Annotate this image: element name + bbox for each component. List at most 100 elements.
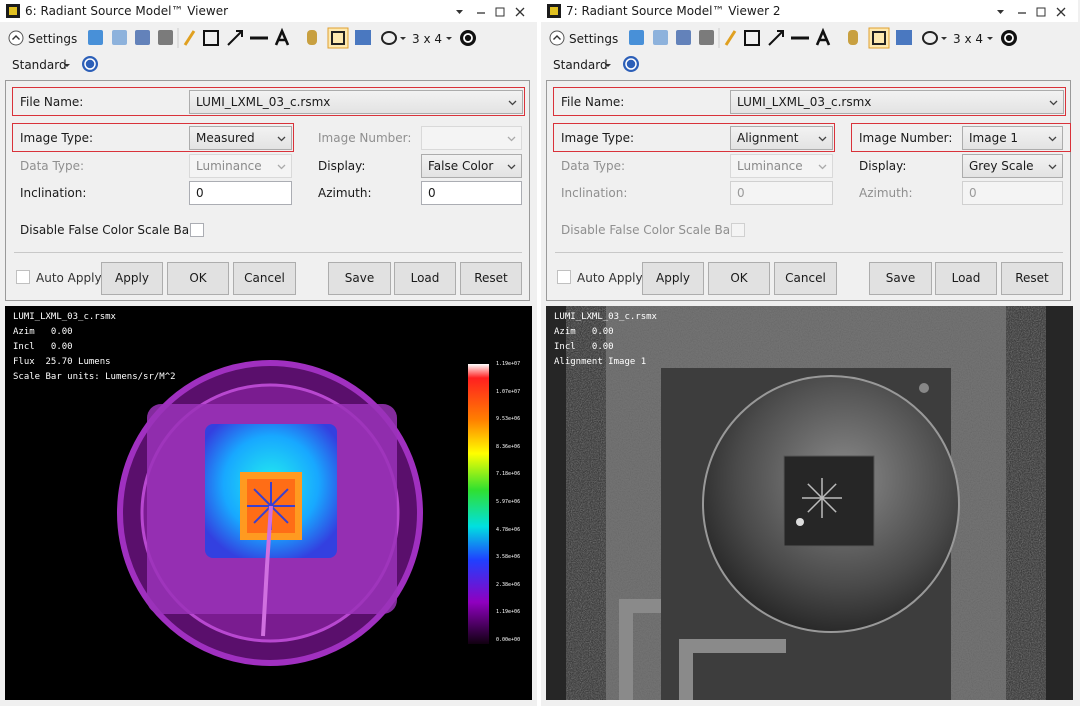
button[interactable]: Save — [328, 262, 391, 295]
caret — [987, 37, 993, 40]
scale-label: 4.78e+06 — [496, 526, 521, 533]
auto-apply-label: Auto Apply — [36, 271, 102, 285]
button[interactable]: Apply — [101, 262, 163, 295]
dropdown — [421, 126, 522, 150]
field-value: Image 1 — [969, 131, 1019, 145]
field-label: Image Type: — [20, 131, 94, 145]
electrode — [253, 505, 272, 524]
app-icon — [6, 4, 20, 18]
text-tool — [274, 27, 290, 46]
chevron — [1049, 100, 1058, 106]
icon-fg — [9, 7, 17, 15]
title-bar — [541, 0, 1078, 22]
help-inner — [84, 58, 96, 70]
auto-apply-checkbox[interactable] — [16, 270, 30, 284]
button[interactable]: Load — [935, 262, 997, 295]
button[interactable]: OK — [167, 262, 229, 295]
tool-icon — [653, 30, 668, 45]
button[interactable]: Reset — [1001, 262, 1063, 295]
maximize — [1036, 7, 1046, 17]
chevron — [1048, 164, 1057, 170]
dropdown[interactable]: Grey Scale — [962, 154, 1063, 178]
chevron — [818, 136, 827, 142]
button[interactable]: Cancel — [233, 262, 296, 295]
text-input: 0 — [962, 181, 1063, 205]
mode-select[interactable]: Standard — [12, 58, 67, 72]
button[interactable]: Save — [869, 262, 932, 295]
tool-icon — [676, 30, 691, 45]
refresh-inner — [463, 33, 473, 43]
settings-label[interactable]: Settings — [28, 32, 78, 46]
tool-icon — [307, 30, 317, 45]
field-label: Display: — [859, 159, 907, 173]
electrode — [270, 505, 289, 524]
checkbox[interactable] — [190, 223, 204, 237]
highlight-box — [851, 123, 1071, 152]
tool-icon — [896, 30, 912, 45]
scale-label: 0.00e+00 — [496, 637, 521, 643]
button[interactable]: OK — [708, 262, 770, 295]
refresh-icon — [460, 30, 476, 46]
refresh-icon — [1001, 30, 1017, 46]
scale-label: 2.38e+06 — [496, 581, 521, 588]
scale-label: 9.53e+06 — [496, 416, 521, 423]
dropdown[interactable]: Alignment — [730, 126, 833, 150]
highlight-box — [553, 123, 835, 152]
rect-tool — [744, 30, 760, 46]
dropdown[interactable]: LUMI_LXML_03_c.rsmx — [189, 90, 523, 114]
tool-icon — [331, 31, 345, 45]
grid-size[interactable]: 3 x 4 — [953, 32, 983, 46]
button[interactable]: Apply — [642, 262, 704, 295]
mode-select[interactable]: Standard — [553, 58, 608, 72]
caret — [446, 37, 452, 40]
grid-size[interactable]: 3 x 4 — [412, 32, 442, 46]
settings-label[interactable]: Settings — [569, 32, 619, 46]
tool-icon — [88, 30, 103, 45]
toolbar-icons — [8, 27, 476, 72]
dropdown[interactable]: LUMI_LXML_03_c.rsmx — [730, 90, 1064, 114]
pad — [919, 383, 929, 393]
tool-icon — [158, 30, 173, 45]
window-buttons — [456, 7, 525, 17]
chevron — [508, 100, 517, 106]
field-value: Grey Scale — [969, 159, 1034, 173]
button[interactable]: Cancel — [774, 262, 837, 295]
field-value: Luminance — [196, 159, 262, 173]
field-label: Disable False Color Scale Bar — [561, 223, 736, 237]
dropdown-arrow — [1048, 164, 1057, 170]
field-label: Inclination: — [20, 186, 87, 200]
settings-caret — [12, 35, 20, 40]
dropdown[interactable]: False Color — [421, 154, 522, 178]
field-value: LUMI_LXML_03_c.rsmx — [737, 95, 872, 109]
chevron — [277, 136, 286, 142]
bond — [796, 518, 804, 526]
tool-icon — [355, 30, 371, 45]
dropdown[interactable]: Image 1 — [962, 126, 1063, 150]
button[interactable]: Reset — [460, 262, 522, 295]
caret — [941, 37, 947, 40]
pencil-tool — [724, 30, 737, 46]
field-value: 0 — [969, 186, 977, 200]
scale-label: 5.97e+06 — [496, 499, 521, 505]
icon-fg — [550, 7, 558, 15]
field-label: File Name: — [20, 95, 84, 109]
app-icon — [547, 4, 561, 18]
tool-icon — [629, 30, 644, 45]
window-title: 6: Radiant Source Model™ Viewer — [25, 4, 229, 18]
tool-icon — [699, 30, 714, 45]
scale-label: 3.58e+06 — [496, 554, 521, 561]
button[interactable]: Load — [394, 262, 456, 295]
auto-apply-checkbox[interactable] — [557, 270, 571, 284]
image-view — [546, 306, 1073, 700]
auto-apply-label: Auto Apply — [577, 271, 643, 285]
dropdown[interactable]: Measured — [189, 126, 292, 150]
dropdown-arrow — [1049, 100, 1058, 106]
field-value: Alignment — [737, 131, 799, 145]
dropdown: Luminance — [730, 154, 833, 178]
chevron — [818, 164, 827, 170]
text-input[interactable]: 0 — [421, 181, 522, 205]
electrode — [821, 483, 837, 499]
maximize — [495, 7, 505, 17]
text-input[interactable]: 0 — [189, 181, 292, 205]
